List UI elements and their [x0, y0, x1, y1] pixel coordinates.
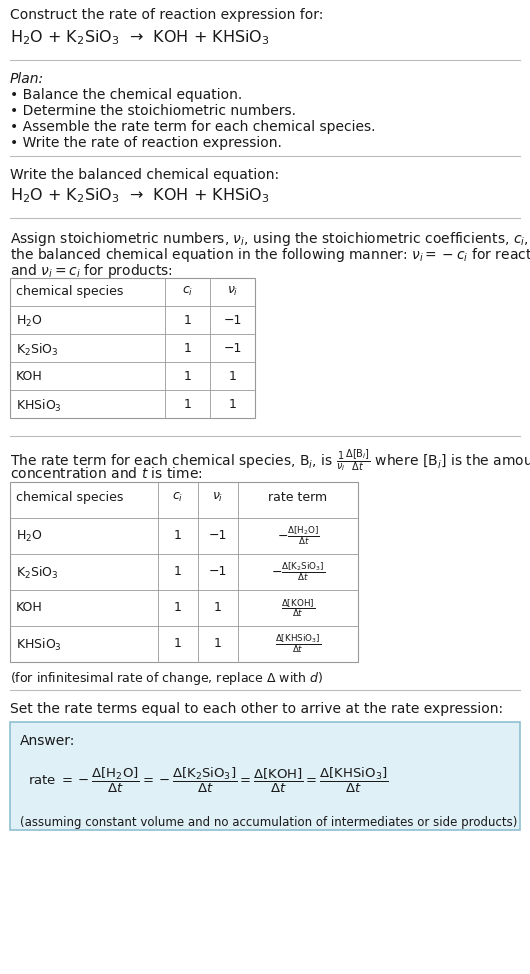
Text: $\frac{\Delta[\mathrm{KHSiO_3}]}{\Delta t}$: $\frac{\Delta[\mathrm{KHSiO_3}]}{\Delta …	[275, 633, 321, 656]
Text: −1: −1	[209, 529, 227, 542]
Text: chemical species: chemical species	[16, 491, 123, 504]
Text: (assuming constant volume and no accumulation of intermediates or side products): (assuming constant volume and no accumul…	[20, 816, 517, 829]
Text: H$_2$O: H$_2$O	[16, 529, 42, 544]
Text: $-\frac{\Delta[\mathrm{H_2O}]}{\Delta t}$: $-\frac{\Delta[\mathrm{H_2O}]}{\Delta t}…	[277, 525, 320, 547]
Text: 1: 1	[174, 637, 182, 650]
Text: 1: 1	[214, 601, 222, 614]
Text: −1: −1	[209, 565, 227, 578]
Text: concentration and $t$ is time:: concentration and $t$ is time:	[10, 466, 202, 481]
Text: $\frac{\Delta[\mathrm{KOH}]}{\Delta t}$: $\frac{\Delta[\mathrm{KOH}]}{\Delta t}$	[281, 597, 315, 618]
Text: $-\frac{\Delta[\mathrm{K_2SiO_3}]}{\Delta t}$: $-\frac{\Delta[\mathrm{K_2SiO_3}]}{\Delt…	[271, 561, 325, 583]
Text: 1: 1	[228, 370, 236, 383]
Text: • Balance the chemical equation.: • Balance the chemical equation.	[10, 88, 242, 102]
Text: • Assemble the rate term for each chemical species.: • Assemble the rate term for each chemic…	[10, 120, 375, 134]
Text: 1: 1	[183, 342, 191, 355]
Text: 1: 1	[174, 529, 182, 542]
Text: $c_i$: $c_i$	[172, 491, 183, 505]
Text: Assign stoichiometric numbers, $\nu_i$, using the stoichiometric coefficients, $: Assign stoichiometric numbers, $\nu_i$, …	[10, 230, 530, 248]
Text: H$_2$O + K$_2$SiO$_3$  →  KOH + KHSiO$_3$: H$_2$O + K$_2$SiO$_3$ → KOH + KHSiO$_3$	[10, 186, 270, 205]
Text: Set the rate terms equal to each other to arrive at the rate expression:: Set the rate terms equal to each other t…	[10, 702, 503, 716]
Text: 1: 1	[228, 398, 236, 411]
Text: KHSiO$_3$: KHSiO$_3$	[16, 398, 62, 414]
Text: 1: 1	[174, 565, 182, 578]
Text: K$_2$SiO$_3$: K$_2$SiO$_3$	[16, 565, 58, 581]
Text: 1: 1	[183, 370, 191, 383]
Text: $c_i$: $c_i$	[182, 285, 193, 298]
Text: rate term: rate term	[268, 491, 328, 504]
Text: −1: −1	[223, 342, 242, 355]
Text: K$_2$SiO$_3$: K$_2$SiO$_3$	[16, 342, 58, 358]
Text: chemical species: chemical species	[16, 285, 123, 298]
Text: rate $= -\dfrac{\Delta[\mathrm{H_2O}]}{\Delta t} = -\dfrac{\Delta[\mathrm{K_2SiO: rate $= -\dfrac{\Delta[\mathrm{H_2O}]}{\…	[28, 766, 388, 795]
Bar	[10, 482, 358, 662]
Text: (for infinitesimal rate of change, replace Δ with $d$): (for infinitesimal rate of change, repla…	[10, 670, 323, 687]
Text: H$_2$O + K$_2$SiO$_3$  →  KOH + KHSiO$_3$: H$_2$O + K$_2$SiO$_3$ → KOH + KHSiO$_3$	[10, 28, 270, 47]
Text: Write the balanced chemical equation:: Write the balanced chemical equation:	[10, 168, 279, 182]
Text: KOH: KOH	[16, 601, 43, 614]
Text: −1: −1	[223, 314, 242, 327]
Text: and $\nu_i = c_i$ for products:: and $\nu_i = c_i$ for products:	[10, 262, 173, 280]
Text: • Write the rate of reaction expression.: • Write the rate of reaction expression.	[10, 136, 282, 150]
Text: 1: 1	[214, 637, 222, 650]
Text: H$_2$O: H$_2$O	[16, 314, 42, 329]
Text: 1: 1	[174, 601, 182, 614]
Text: Answer:: Answer:	[20, 734, 75, 748]
Text: • Determine the stoichiometric numbers.: • Determine the stoichiometric numbers.	[10, 104, 296, 118]
Text: the balanced chemical equation in the following manner: $\nu_i = -c_i$ for react: the balanced chemical equation in the fo…	[10, 246, 530, 264]
Bar	[10, 722, 520, 830]
Text: 1: 1	[183, 398, 191, 411]
Text: Plan:: Plan:	[10, 72, 44, 86]
Text: The rate term for each chemical species, B$_i$, is $\frac{1}{\nu_i}\frac{\Delta[: The rate term for each chemical species,…	[10, 448, 530, 474]
Text: $\nu_i$: $\nu_i$	[213, 491, 224, 505]
Text: 1: 1	[183, 314, 191, 327]
Text: KHSiO$_3$: KHSiO$_3$	[16, 637, 62, 654]
Text: Construct the rate of reaction expression for:: Construct the rate of reaction expressio…	[10, 8, 323, 22]
Text: $\nu_i$: $\nu_i$	[227, 285, 238, 298]
Text: KOH: KOH	[16, 370, 43, 383]
Bar	[10, 278, 255, 418]
